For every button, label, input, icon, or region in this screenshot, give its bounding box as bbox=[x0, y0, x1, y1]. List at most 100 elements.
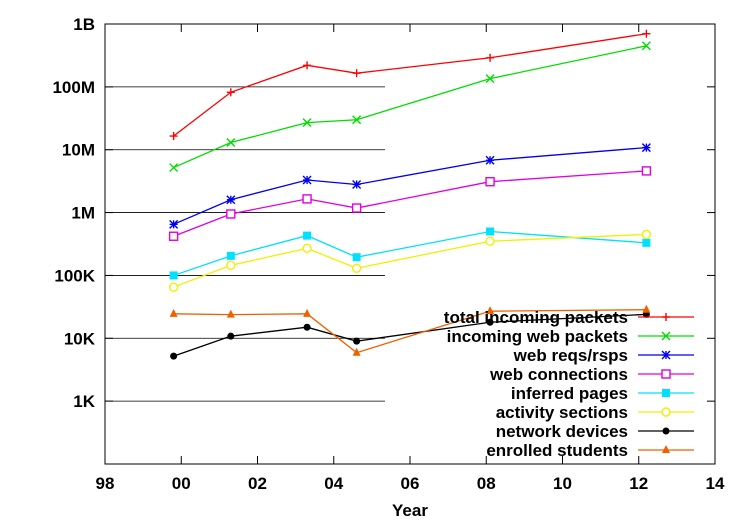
series-web-connections bbox=[168, 166, 652, 241]
data-point-web-reqs-rsps bbox=[485, 155, 495, 165]
data-point-activity-sections bbox=[302, 243, 312, 254]
series-network-devices bbox=[170, 310, 650, 360]
data-point-inferred-pages bbox=[226, 251, 235, 260]
x-tick-label: 06 bbox=[401, 474, 420, 493]
data-point-web-reqs-rsps bbox=[641, 143, 651, 153]
data-point-activity-sections bbox=[351, 263, 362, 273]
data-point-inferred-pages bbox=[303, 231, 312, 240]
legend-item-web-connections: web connections bbox=[489, 365, 694, 384]
data-point-enrolled-students bbox=[642, 304, 651, 313]
data-point-inferred-pages bbox=[352, 253, 361, 262]
x-tick-label: 02 bbox=[248, 474, 267, 493]
x-tick-label: 08 bbox=[477, 474, 496, 493]
x-axis-title: Year bbox=[392, 501, 428, 520]
data-point-inferred-pages bbox=[486, 227, 495, 236]
series-incoming-web-packets bbox=[169, 41, 651, 173]
series-inferred-pages bbox=[169, 227, 651, 280]
legend-label: enrolled students bbox=[486, 441, 628, 460]
legend-label: activity sections bbox=[496, 403, 628, 422]
data-point-incoming-web-packets bbox=[169, 163, 179, 173]
y-tick-label: 100K bbox=[54, 266, 95, 285]
x-tick-label: 14 bbox=[706, 474, 725, 493]
series-line-incoming-web-packets bbox=[173, 45, 647, 169]
series-activity-sections bbox=[168, 229, 652, 292]
data-point-enrolled-students bbox=[226, 309, 235, 318]
data-point-total-incoming-packets bbox=[169, 132, 178, 141]
data-point-total-incoming-packets bbox=[486, 53, 495, 62]
y-tick-label: 1K bbox=[73, 392, 95, 411]
series-line-network-devices bbox=[173, 313, 647, 357]
legend-marker bbox=[661, 369, 671, 379]
y-axis: 1K 10K 100K 1M 10M 100M 1B bbox=[52, 15, 715, 411]
legend-marker bbox=[662, 389, 670, 397]
data-point-network-devices bbox=[170, 352, 178, 360]
series-line-web-connections bbox=[173, 170, 647, 237]
data-point-incoming-web-packets bbox=[302, 118, 312, 128]
data-point-total-incoming-packets bbox=[352, 69, 361, 78]
data-point-network-devices bbox=[353, 337, 361, 345]
series-line-activity-sections bbox=[173, 233, 647, 288]
data-point-total-incoming-packets bbox=[226, 88, 235, 97]
y-tick-label: 1M bbox=[71, 204, 95, 223]
data-point-enrolled-students bbox=[352, 347, 361, 356]
data-point-enrolled-students bbox=[303, 308, 312, 317]
data-point-web-reqs-rsps bbox=[302, 175, 312, 185]
data-point-total-incoming-packets bbox=[642, 29, 651, 38]
y-tick-label: 10K bbox=[64, 329, 96, 348]
data-point-incoming-web-packets bbox=[641, 41, 651, 51]
legend-label: web reqs/rsps bbox=[513, 346, 628, 365]
data-point-inferred-pages bbox=[169, 271, 178, 280]
legend-item-web-reqs-rsps: web reqs/rsps bbox=[513, 346, 694, 365]
data-point-activity-sections bbox=[226, 260, 236, 270]
data-point-web-connections bbox=[351, 203, 362, 213]
legend-label: inferred pages bbox=[511, 384, 628, 403]
data-point-web-reqs-rsps bbox=[169, 219, 179, 229]
series-line-enrolled-students bbox=[173, 309, 647, 354]
data-point-incoming-web-packets bbox=[485, 74, 495, 84]
data-point-activity-sections bbox=[641, 229, 652, 240]
x-axis: 98 00 02 04 06 08 10 12 14 bbox=[96, 24, 725, 493]
data-point-incoming-web-packets bbox=[226, 138, 236, 148]
data-point-web-connections bbox=[485, 176, 495, 187]
legend-label: network devices bbox=[496, 422, 628, 441]
legend-marker bbox=[661, 407, 671, 417]
series-layer bbox=[168, 29, 652, 360]
legend-label: incoming web packets bbox=[447, 327, 628, 346]
legend-label: web connections bbox=[489, 365, 628, 384]
legend-item-network-devices: network devices bbox=[496, 422, 694, 441]
data-point-enrolled-students bbox=[486, 306, 495, 315]
series-line-inferred-pages bbox=[173, 230, 647, 277]
x-tick-label: 12 bbox=[629, 474, 648, 493]
data-point-incoming-web-packets bbox=[352, 115, 362, 125]
legend-item-activity-sections: activity sections bbox=[496, 403, 694, 422]
data-point-total-incoming-packets bbox=[303, 61, 312, 70]
series-line-total-incoming-packets bbox=[173, 33, 647, 137]
legend-item-inferred-pages: inferred pages bbox=[511, 384, 694, 403]
data-point-web-reqs-rsps bbox=[226, 195, 236, 205]
data-point-activity-sections bbox=[168, 282, 179, 292]
legend-item-total-incoming-packets: total incoming packets bbox=[444, 308, 694, 327]
legend-item-incoming-web-packets: incoming web packets bbox=[447, 327, 694, 346]
data-point-web-connections bbox=[302, 194, 312, 204]
data-point-enrolled-students bbox=[169, 308, 178, 317]
data-point-network-devices bbox=[303, 323, 311, 331]
legend-marker bbox=[661, 331, 671, 341]
legend-marker bbox=[662, 313, 670, 321]
series-enrolled-students bbox=[169, 304, 651, 356]
y-tick-label: 1B bbox=[73, 15, 95, 34]
data-point-network-devices bbox=[486, 318, 494, 326]
series-total-incoming-packets bbox=[169, 29, 651, 141]
data-point-web-connections bbox=[641, 166, 652, 176]
legend-marker bbox=[662, 445, 670, 453]
legend-marker bbox=[661, 350, 671, 360]
x-tick-label: 04 bbox=[324, 474, 343, 493]
x-tick-label: 00 bbox=[172, 474, 191, 493]
data-point-network-devices bbox=[227, 332, 235, 340]
data-point-web-connections bbox=[226, 209, 236, 219]
data-point-web-connections bbox=[168, 231, 179, 241]
data-point-activity-sections bbox=[485, 236, 495, 246]
y-tick-label: 100M bbox=[52, 78, 95, 97]
data-point-inferred-pages bbox=[642, 238, 651, 247]
